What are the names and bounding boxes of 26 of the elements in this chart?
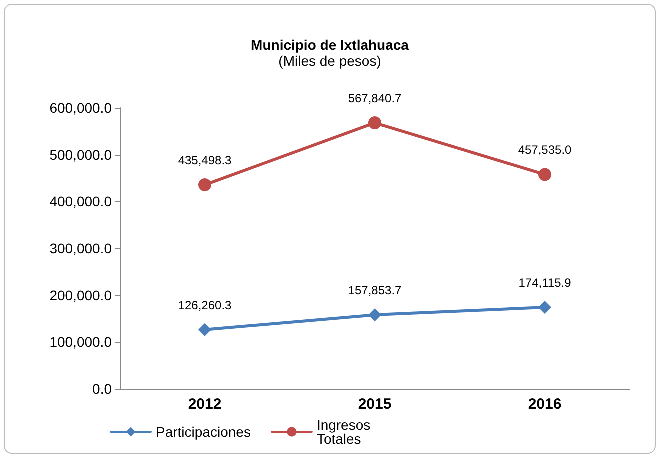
data-label: 435,498.3 <box>178 154 232 168</box>
y-tick-label: 0.0 <box>92 381 112 397</box>
x-tick-label: 2016 <box>528 396 562 413</box>
y-tick-label: 600,000.0 <box>50 100 112 116</box>
x-tick-label: 2015 <box>358 396 392 413</box>
legend-label: Participaciones <box>156 424 251 440</box>
y-tick-label: 300,000.0 <box>50 240 112 256</box>
point <box>198 323 212 336</box>
point <box>538 168 552 182</box>
point <box>368 308 382 322</box>
x-tick-label: 2012 <box>188 396 222 413</box>
data-label: 174,115.9 <box>518 276 572 290</box>
y-tick-label: 100,000.0 <box>50 334 112 350</box>
y-tick-label: 500,000.0 <box>50 146 112 163</box>
data-label: 126,260.3 <box>178 298 232 312</box>
point <box>538 300 552 314</box>
point <box>368 116 382 130</box>
data-label: 457,535.0 <box>518 143 572 158</box>
legend-label: Ingresos Totales <box>316 417 375 447</box>
chart-title: Municipio de Ixtlahuaca <box>251 37 410 53</box>
y-tick-label: 200,000.0 <box>50 287 112 304</box>
data-label: 157,853.7 <box>348 284 402 298</box>
point <box>198 178 212 192</box>
chart-subtitle: (Miles de pesos) <box>278 53 382 69</box>
y-tick-label: 400,000.0 <box>50 194 112 210</box>
data-label: 567,840.7 <box>348 92 402 106</box>
